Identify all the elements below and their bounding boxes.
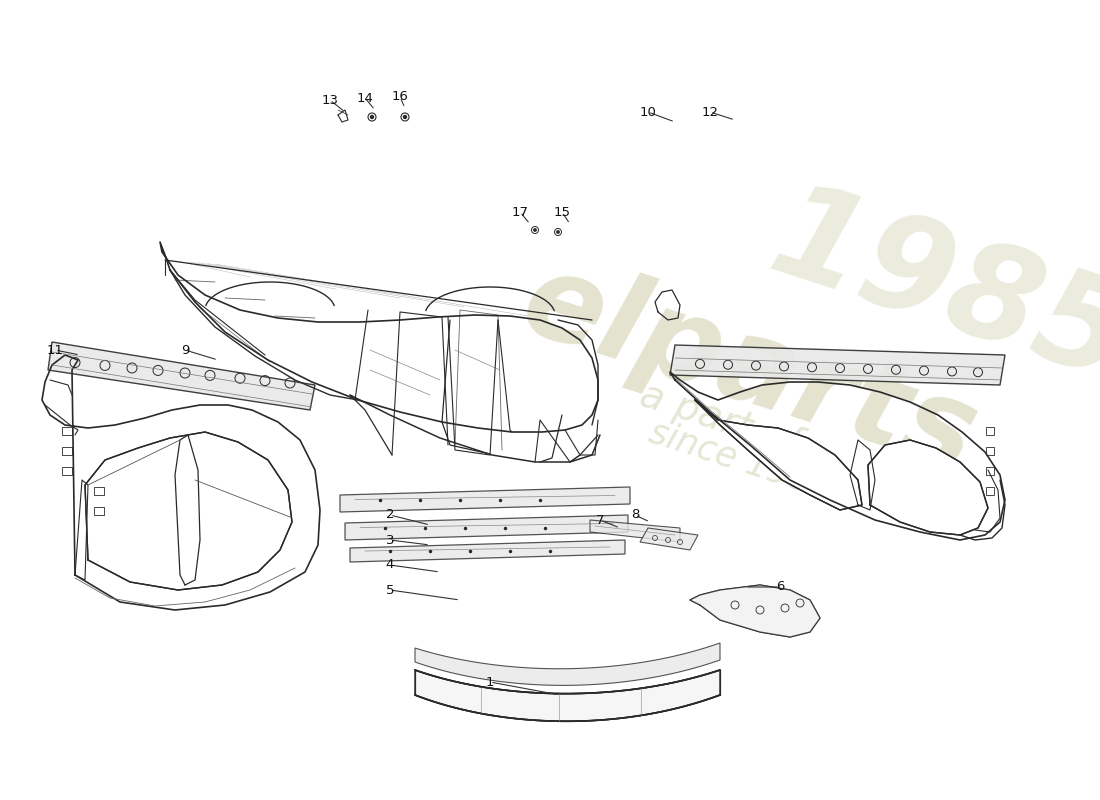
Bar bbox=[986, 487, 994, 495]
Text: 12: 12 bbox=[702, 106, 718, 118]
Text: 4: 4 bbox=[386, 558, 394, 571]
Text: 1: 1 bbox=[486, 675, 494, 689]
Circle shape bbox=[371, 115, 374, 118]
Text: 6: 6 bbox=[776, 581, 784, 594]
Polygon shape bbox=[670, 345, 1005, 385]
Text: elparts: elparts bbox=[509, 242, 991, 498]
Text: since 1985: since 1985 bbox=[645, 414, 836, 506]
Text: 3: 3 bbox=[386, 534, 394, 546]
Polygon shape bbox=[415, 670, 720, 722]
Polygon shape bbox=[415, 643, 720, 686]
Polygon shape bbox=[690, 585, 820, 637]
Text: 2: 2 bbox=[386, 509, 394, 522]
Bar bbox=[986, 467, 994, 475]
Polygon shape bbox=[85, 432, 292, 590]
Polygon shape bbox=[340, 487, 630, 512]
Bar bbox=[94, 487, 104, 495]
Polygon shape bbox=[695, 400, 862, 510]
Polygon shape bbox=[590, 520, 680, 542]
Circle shape bbox=[534, 229, 536, 231]
Bar bbox=[62, 467, 72, 475]
Text: 9: 9 bbox=[180, 343, 189, 357]
Bar bbox=[94, 507, 104, 515]
Polygon shape bbox=[350, 540, 625, 562]
Text: 15: 15 bbox=[553, 206, 571, 218]
Text: 8: 8 bbox=[630, 509, 639, 522]
Bar bbox=[986, 447, 994, 455]
Polygon shape bbox=[640, 528, 698, 550]
Polygon shape bbox=[48, 342, 315, 410]
Text: 10: 10 bbox=[639, 106, 657, 118]
Text: 11: 11 bbox=[46, 343, 64, 357]
Text: a part of: a part of bbox=[636, 376, 805, 464]
Text: 7: 7 bbox=[596, 514, 604, 526]
Text: 17: 17 bbox=[512, 206, 528, 218]
Text: 14: 14 bbox=[356, 91, 373, 105]
Bar bbox=[62, 447, 72, 455]
Polygon shape bbox=[345, 515, 628, 540]
Text: 5: 5 bbox=[386, 583, 394, 597]
Circle shape bbox=[404, 115, 407, 118]
Bar bbox=[62, 427, 72, 435]
Polygon shape bbox=[868, 440, 988, 535]
Text: 16: 16 bbox=[392, 90, 408, 103]
Circle shape bbox=[557, 230, 559, 234]
Text: 1985: 1985 bbox=[756, 173, 1100, 407]
Text: 13: 13 bbox=[321, 94, 339, 106]
Bar bbox=[986, 427, 994, 435]
